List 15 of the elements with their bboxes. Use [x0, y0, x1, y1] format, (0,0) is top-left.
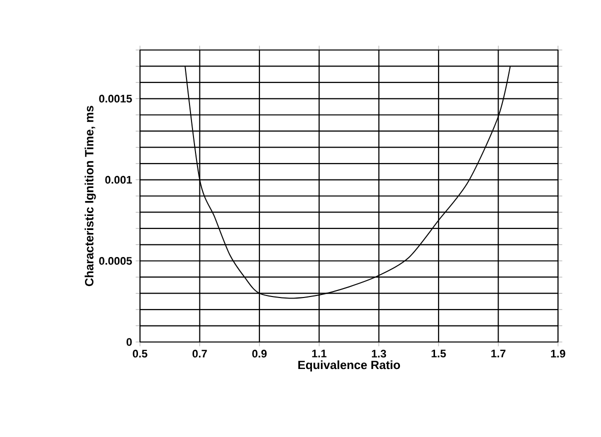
y-axis-title: Characteristic Ignition Time, ms [84, 106, 96, 286]
y-tick-label: 0.0015 [99, 94, 132, 103]
y-tick-label: 0.0005 [99, 257, 132, 265]
x-tick-label: 0.5 [132, 350, 148, 358]
x-tick-label: 1.1 [312, 350, 326, 358]
y-tick-label: 0.001 [105, 176, 132, 184]
x-tick-label: 1.5 [432, 350, 446, 358]
line-series [184, 66, 511, 299]
x-tick-label: 1.7 [491, 350, 506, 358]
x-tick-label: 1.9 [551, 350, 566, 358]
y-tick-label: 0 [126, 338, 132, 346]
x-tick-label: 1.3 [372, 350, 386, 358]
x-tick-label: 0.9 [252, 350, 267, 358]
x-axis-title: Equivalence Ratio [298, 360, 400, 372]
x-tick-label: 0.7 [192, 350, 207, 358]
